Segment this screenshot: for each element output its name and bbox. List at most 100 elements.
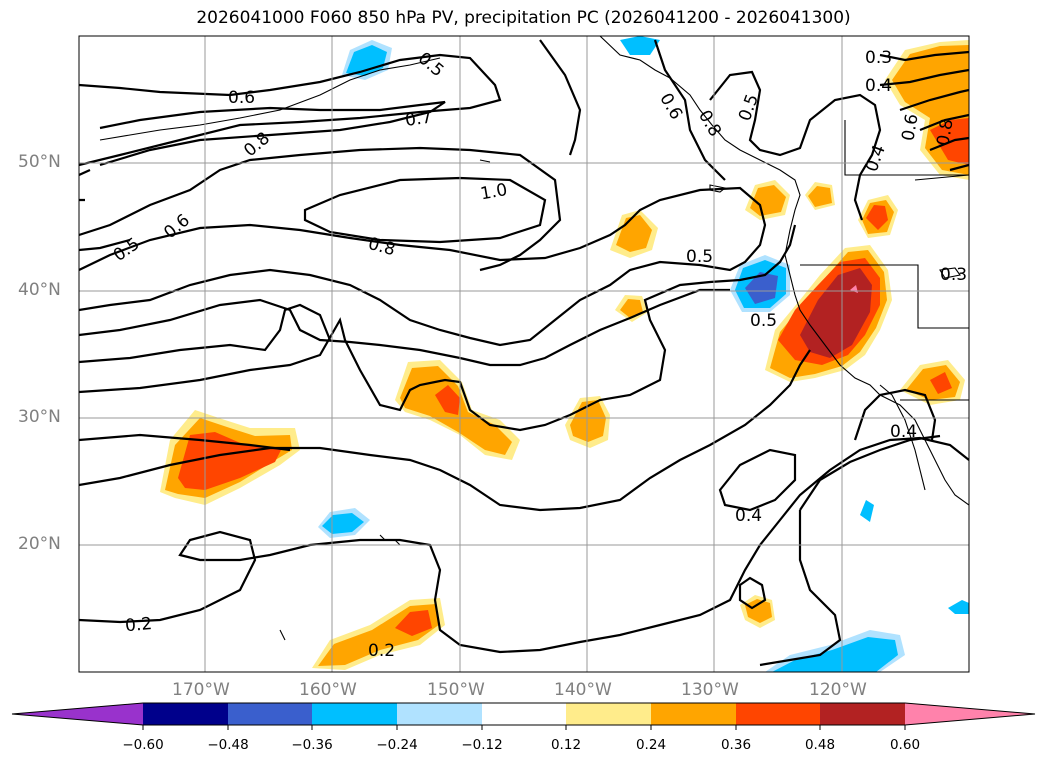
colorbar-bin [397,703,482,725]
colorbar-bin [228,703,312,725]
pv-contour [709,70,882,221]
map-title: 2026041000 F060 850 hPa PV, precipitatio… [196,8,851,28]
contour-label: 0.5 [414,49,448,82]
pv-contour [303,176,547,244]
colorbar-tick-label: 0.24 [635,737,667,753]
coastline [939,267,961,279]
precip-area [620,36,660,55]
lat-label-30n: 30°N [18,407,61,427]
pv-contour [899,88,969,112]
pv-contour [79,288,730,367]
colorbar-bin [312,703,397,725]
lon-label-140w: 140°W [554,680,612,700]
contour-label: 0.5 [686,247,713,267]
pv-contour [539,39,582,156]
pv-contour [879,68,969,87]
pv-contour [79,168,91,202]
pv-contour [79,433,291,452]
colorbar-tick-label: −0.24 [376,737,418,753]
colorbar [11,702,1036,730]
contour-label: 0.6 [898,112,922,142]
contour-label: 0.4 [735,506,762,526]
pv-contour [79,436,969,654]
precip-area [866,205,888,230]
pv-contour [949,163,969,172]
precip-area [745,272,778,304]
precip-area [395,610,432,636]
precip-area [772,637,898,672]
precip-area [930,372,952,394]
colorbar-bin [482,703,566,725]
contour-label: 0.4 [862,142,890,174]
coastline [99,57,441,141]
colorbar-bin [143,703,228,725]
lon-label-120w: 120°W [809,680,867,700]
contour-label: 0.3 [865,48,892,68]
contour-label: 0.8 [240,128,274,161]
pv-contour [79,186,767,347]
colorbar-tick-label: −0.36 [291,737,333,753]
colorbar-tick-label: −0.60 [122,737,164,753]
pv-contour [718,448,797,512]
colorbar-tick-label: −0.12 [461,737,503,753]
plot-frame [78,35,970,673]
pv-contour [79,146,562,272]
lon-label-170w: 170°W [172,680,230,700]
lat-label-40n: 40°N [18,280,61,300]
coastline [800,264,969,329]
colorbar-bin [651,703,736,725]
precip-area [750,185,786,216]
contour-label: 0.4 [865,76,892,96]
pv-contour [99,100,446,167]
contour-label: 0.5 [110,234,144,266]
contour-label: 0.3 [940,265,967,285]
colorbar-bin [736,703,820,725]
precip-area [808,186,832,207]
colorbar-bin [566,703,651,725]
contour-label: 0.4 [890,422,917,442]
pv-contour [759,510,842,667]
colorbar-tick-label: 0.60 [889,737,921,753]
pv-contour [79,224,797,432]
pv-contour [79,238,131,252]
contour-label: 0.8 [366,234,397,260]
coastline [914,174,969,181]
pv-contour [929,136,969,152]
pv-contour [879,50,969,62]
pv-contour [79,303,332,364]
pv-contour [79,53,502,167]
pv-contour [853,388,937,441]
lat-label-50n: 50°N [18,152,61,172]
contour-label: 0.7 [404,107,434,131]
lon-label-130w: 130°W [681,680,739,700]
pv-contour [919,113,969,132]
colorbar-tick-label: 0.36 [720,737,752,753]
colorbar-tick-label: 0.12 [550,737,582,753]
pv-contour [799,434,941,511]
precip-area [435,385,460,415]
pv-contour [738,576,767,610]
coastline [479,159,727,193]
colorbar-extend-low [12,703,143,725]
precip-area [948,600,969,614]
contour-label: 0.6 [160,210,194,243]
contour-label: 0.5 [750,311,777,331]
lon-label-150w: 150°W [427,680,485,700]
lon-label-160w: 160°W [299,680,357,700]
colorbar-tick-label: −0.48 [207,737,249,753]
contour-label: 0.6 [228,88,255,108]
colorbar-tick-label: 0.48 [804,737,836,753]
pv-contour [79,349,811,512]
contour-label: 0.8 [933,117,957,147]
precip-area [346,45,387,76]
coastline [844,120,969,176]
lat-label-20n: 20°N [18,534,61,554]
precip-area [860,500,874,522]
colorbar-bin [820,703,905,725]
graticule [79,36,969,672]
precip-area [745,599,772,623]
precip-shading [160,36,969,672]
contour-label: 0.2 [124,614,153,636]
precip-area [620,299,643,318]
